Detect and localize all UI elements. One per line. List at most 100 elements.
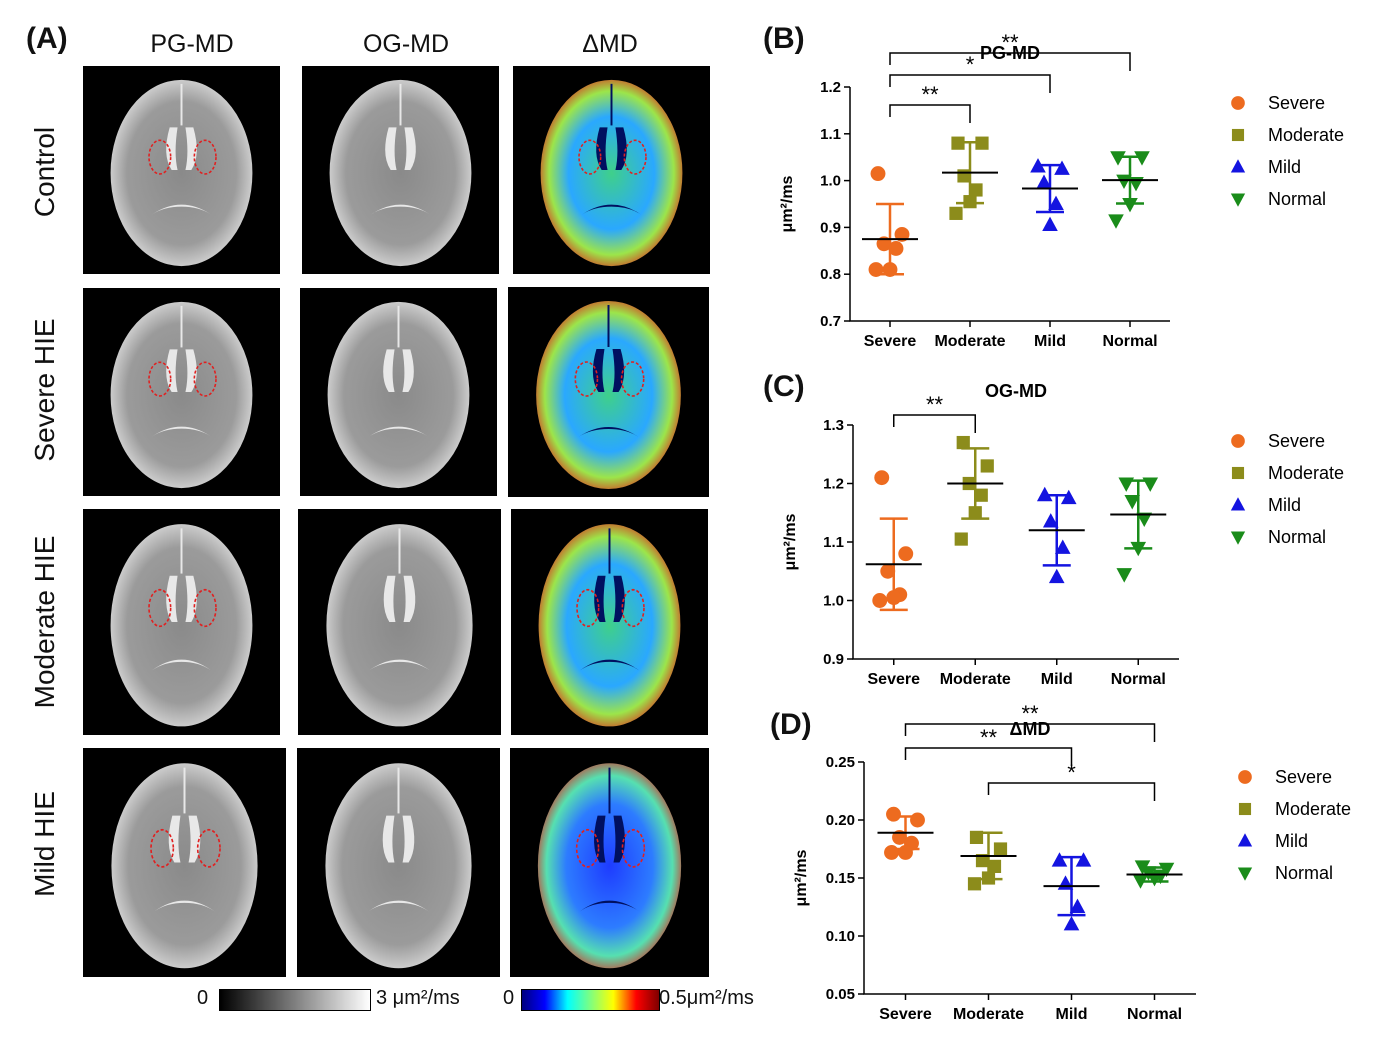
legend-label: Severe (1268, 93, 1325, 113)
legend-marker (1231, 466, 1245, 480)
data-point (1054, 539, 1071, 554)
legend-label: Moderate (1268, 463, 1344, 483)
series-moderate (960, 830, 1017, 891)
data-point (870, 166, 886, 182)
column-header-og-md: OG-MD (362, 30, 450, 58)
brain-image-severe-pg-md (83, 288, 280, 496)
y-tick-label: 1.0 (823, 593, 844, 610)
x-tick-label: Severe (868, 671, 921, 688)
chart-pg-md: PG-MD 0.7 0.8 0.9 1.0 1.1 1.2 μm²/ms Severe Moder… (760, 30, 1375, 370)
data-point (954, 532, 968, 546)
data-point (1060, 489, 1077, 505)
row-label-severe-hie: Severe HIE (29, 318, 60, 462)
x-tick-label: Severe (864, 333, 917, 350)
x-tick-label: Mild (1034, 333, 1066, 350)
series-severe (862, 166, 918, 277)
legend-item-severe: Severe (1238, 767, 1332, 787)
row-label-control: Control (29, 126, 60, 218)
column-header-pg-md: PG-MD (150, 30, 234, 58)
brain-image-control-delta-md (513, 66, 710, 274)
color-colorbar (521, 989, 660, 1011)
y-tick-label: 0.20 (826, 812, 855, 829)
panel-b-label: (B) (763, 22, 805, 55)
data-point (1051, 852, 1068, 867)
color-colorbar-min: 0 (503, 987, 515, 1009)
data-point (886, 590, 902, 606)
legend-label: Normal (1268, 527, 1326, 547)
x-tick-label: Normal (1127, 1006, 1182, 1023)
significance-label: * (966, 52, 975, 77)
data-point (1054, 160, 1070, 175)
y-tick-label: 0.15 (826, 870, 855, 887)
column-header-delta-md: ΔMD (582, 30, 638, 58)
gray-colorbar-max: 3 μm²/ms (376, 987, 460, 1009)
brain-image-moderate-og-md (298, 509, 501, 735)
chart-axes (852, 425, 1179, 660)
row-label-moderate-hie: Moderate HIE (29, 535, 60, 709)
data-point (868, 262, 884, 277)
x-tick-label: Severe (879, 1006, 932, 1023)
chart-delta-md: ΔMD 0.05 0.10 0.15 0.20 0.25 μm²/ms Severe Moder… (760, 701, 1375, 1044)
legend-marker (1230, 159, 1246, 173)
legend-marker (1230, 193, 1246, 207)
x-tick-label: Normal (1102, 333, 1157, 350)
data-point (1069, 898, 1086, 913)
significance-bracket: ** (904, 725, 1073, 766)
significance-label: ** (921, 82, 939, 107)
y-axis-label: μm²/ms (779, 175, 796, 232)
legend-item-mild: Mild (1230, 495, 1301, 515)
data-point (949, 206, 963, 220)
series-normal (1110, 477, 1167, 583)
legend-item-severe: Severe (1231, 431, 1325, 451)
chart-title: OG-MD (985, 381, 1047, 401)
data-point (898, 546, 914, 562)
y-tick-label: 1.2 (820, 79, 841, 96)
legend-marker (1231, 434, 1245, 448)
y-tick-label: 0.9 (823, 651, 844, 668)
data-point (1122, 198, 1138, 213)
data-point (872, 593, 888, 608)
series-severe (865, 470, 922, 612)
y-tick-label: 1.0 (820, 173, 841, 190)
series-mild (1028, 486, 1085, 584)
legend-label: Moderate (1268, 125, 1344, 145)
data-point (1142, 477, 1159, 492)
chart-svg: OG-MD 0.9 1.0 1.1 1.2 1.3 μm²/ms Severe Moderate… (782, 381, 1344, 688)
data-point (1075, 852, 1092, 867)
significance-label: ** (1001, 30, 1019, 55)
legend-item-moderate: Moderate (1231, 463, 1344, 483)
y-tick-label: 0.8 (820, 266, 841, 283)
brain-image-control-pg-md (83, 66, 280, 274)
legend-item-normal: Normal (1230, 527, 1326, 547)
chart-og-md: OG-MD 0.9 1.0 1.1 1.2 1.3 μm²/ms Severe Moderate… (760, 378, 1375, 708)
legend-label: Mild (1268, 495, 1301, 515)
series-normal (1102, 151, 1158, 229)
brain-image-severe-og-md (300, 288, 497, 496)
significance-label: * (1067, 760, 1076, 785)
data-point (880, 563, 896, 579)
legend-label: Severe (1275, 767, 1332, 787)
y-tick-label: 1.2 (823, 476, 844, 493)
data-point (1110, 151, 1126, 166)
panel-c-label: (C) (763, 370, 805, 403)
x-tick-label: Moderate (940, 671, 1011, 688)
significance-label: ** (926, 392, 944, 417)
legend-label: Mild (1275, 831, 1308, 851)
data-point (963, 195, 977, 209)
legend-label: Mild (1268, 157, 1301, 177)
data-point (969, 183, 983, 197)
data-point (957, 169, 971, 183)
data-point (1048, 195, 1064, 210)
data-point (1048, 568, 1065, 584)
data-point (967, 877, 982, 891)
data-point (1116, 174, 1132, 189)
significance-bracket: ** (889, 82, 971, 123)
data-point (1036, 486, 1053, 502)
y-tick-label: 0.05 (826, 986, 855, 1003)
data-point (951, 136, 965, 150)
brain-image-control-og-md (302, 66, 499, 274)
data-point (882, 262, 898, 277)
data-point (1134, 151, 1150, 166)
brain-image-mild-pg-md (83, 748, 286, 977)
